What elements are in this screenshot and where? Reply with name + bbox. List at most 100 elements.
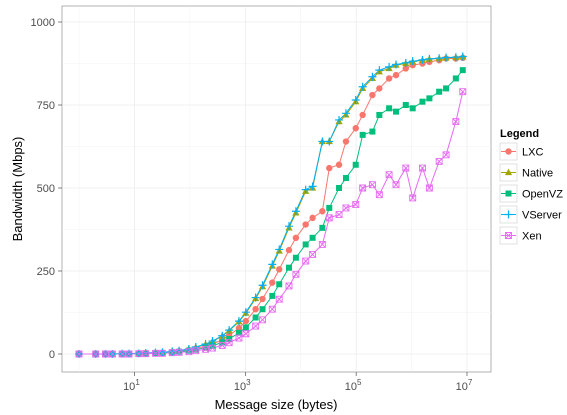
data-point-vserver — [218, 331, 227, 340]
data-point-xen — [118, 350, 126, 358]
data-point-xen — [158, 349, 166, 357]
data-point-openvz — [309, 234, 316, 241]
data-point-vserver — [408, 57, 417, 66]
data-point-xen — [225, 339, 233, 347]
data-point-xen — [135, 350, 143, 358]
legend-label: OpenVZ — [522, 189, 563, 201]
data-point-xen — [185, 348, 193, 356]
data-point-openvz — [259, 306, 266, 313]
data-point-openvz — [285, 264, 292, 271]
legend-key-marker — [505, 148, 512, 155]
data-point-xen — [352, 201, 360, 209]
data-point-lxc — [302, 221, 309, 228]
data-point-vserver — [241, 308, 250, 317]
data-point-lxc — [319, 208, 326, 215]
legend-item-xen: Xen — [499, 226, 542, 245]
data-point-xen — [168, 349, 176, 357]
data-point-vserver — [284, 222, 293, 231]
data-point-vserver — [401, 58, 410, 67]
data-point-xen — [459, 88, 467, 96]
data-point-xen — [101, 350, 109, 358]
data-point-xen — [318, 240, 326, 248]
legend-label: LXC — [522, 147, 543, 159]
data-point-xen — [425, 184, 433, 192]
data-point-xen — [108, 350, 116, 358]
legend-label: Native — [522, 168, 553, 180]
data-point-lxc — [402, 65, 409, 72]
data-point-openvz — [443, 85, 450, 92]
data-point-openvz — [376, 111, 383, 118]
data-point-lxc — [242, 317, 250, 325]
x-axis-title: Message size (bytes) — [215, 397, 338, 412]
legend-item-openvz: OpenVZ — [499, 184, 563, 203]
data-point-openvz — [352, 161, 359, 168]
data-point-xen — [309, 250, 317, 258]
data-point-lxc — [392, 71, 400, 79]
data-point-vserver — [375, 66, 384, 75]
data-point-openvz — [436, 88, 443, 95]
data-point-vserver — [385, 62, 394, 71]
data-point-xen — [452, 118, 460, 126]
x-tick-label: 107 — [456, 378, 473, 393]
data-point-xen — [285, 282, 293, 290]
data-point-lxc — [309, 214, 316, 222]
y-tick-label: 500 — [37, 183, 55, 195]
data-point-openvz — [359, 131, 366, 138]
data-point-lxc — [385, 75, 393, 82]
data-point-xen — [342, 204, 350, 212]
data-point-xen — [435, 157, 443, 165]
data-point-xen — [335, 211, 343, 219]
data-point-xen — [419, 164, 426, 172]
data-point-openvz — [209, 342, 216, 349]
series-lines — [79, 56, 464, 355]
data-point-lxc — [252, 305, 259, 313]
data-point-lxc — [359, 111, 366, 119]
data-point-openvz — [292, 254, 299, 261]
data-point-xen — [275, 295, 283, 303]
x-axis: 101 103 105 107 — [123, 372, 473, 393]
data-point-vserver — [341, 109, 350, 118]
data-point-openvz — [252, 314, 259, 321]
data-point-vserver — [458, 52, 467, 61]
data-point-vserver — [435, 54, 444, 63]
data-point-openvz — [302, 241, 309, 248]
data-point-vserver — [268, 260, 277, 269]
data-point-lxc — [269, 279, 276, 286]
data-point-xen — [252, 322, 260, 330]
data-point-lxc — [376, 85, 383, 92]
data-point-openvz — [336, 185, 343, 191]
legend-label: VServer — [522, 210, 562, 222]
y-axis: 0 250 500 750 1000 — [31, 17, 62, 361]
data-point-openvz — [419, 98, 426, 105]
data-point-lxc — [292, 234, 300, 241]
data-point-xen — [202, 345, 210, 353]
y-tick-label: 0 — [49, 349, 55, 361]
legend-key-marker — [504, 210, 513, 219]
data-point-xen — [359, 184, 367, 192]
data-point-openvz — [426, 95, 433, 102]
data-point-openvz — [269, 292, 276, 299]
data-point-openvz — [393, 108, 400, 115]
data-point-vserver — [258, 281, 267, 290]
data-point-xen — [235, 334, 243, 342]
data-point-xen — [368, 181, 376, 189]
data-point-openvz — [276, 281, 283, 288]
y-tick-label: 250 — [37, 266, 55, 278]
data-point-openvz — [369, 128, 376, 135]
data-point-openvz — [235, 329, 242, 336]
x-tick-label: 105 — [345, 378, 362, 393]
legend-title: Legend — [500, 128, 539, 140]
data-point-vserver — [308, 182, 317, 191]
data-point-xen — [268, 305, 276, 313]
series-line-xen — [79, 91, 464, 355]
data-point-vserver — [251, 293, 260, 302]
data-point-vserver — [234, 317, 243, 326]
legend-key-marker — [505, 232, 512, 239]
data-point-vserver — [442, 53, 451, 62]
data-point-lxc — [235, 324, 243, 332]
data-point-lxc — [342, 138, 350, 145]
data-point-vserver — [291, 207, 300, 216]
data-point-lxc — [276, 266, 283, 273]
series-points-xen — [75, 88, 467, 358]
data-point-xen — [375, 191, 383, 199]
